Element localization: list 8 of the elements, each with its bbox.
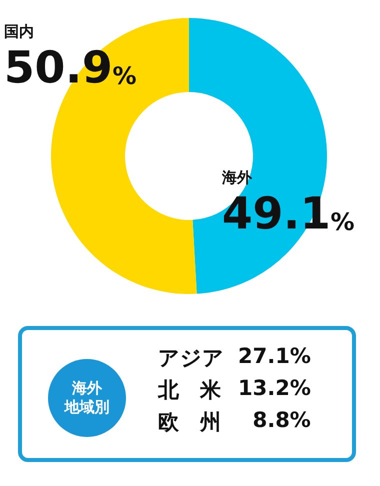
slice-label: 国内 bbox=[4, 22, 34, 40]
text: 8.8% bbox=[252, 408, 311, 434]
text: 欧 州 bbox=[158, 409, 222, 436]
badge-circle: 海外地域別 bbox=[48, 359, 126, 437]
text: アジア bbox=[158, 345, 224, 372]
text: 13.2% bbox=[238, 376, 311, 402]
text: 北 米 bbox=[158, 377, 222, 404]
text: 27.1% bbox=[238, 344, 311, 370]
